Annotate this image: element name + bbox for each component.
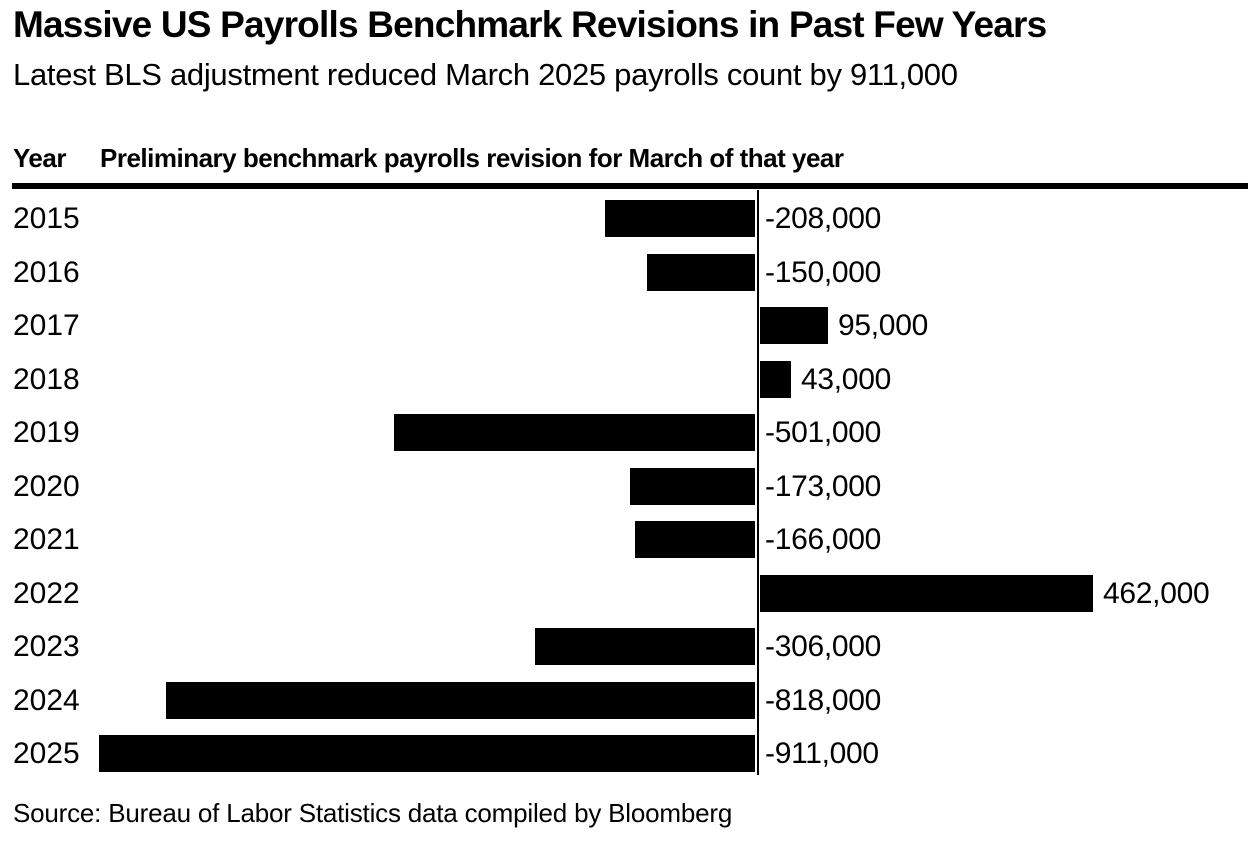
value-label: -306,000 <box>765 630 882 663</box>
page-title: Massive US Payrolls Benchmark Revisions … <box>13 4 1047 45</box>
value-label: 95,000 <box>838 309 928 342</box>
year-label: 2017 <box>13 309 80 342</box>
chart-row: 2021 -166,000 <box>0 521 1258 558</box>
year-label: 2019 <box>13 416 80 449</box>
header-divider-rule <box>12 183 1248 189</box>
bar <box>605 200 755 237</box>
value-label: 43,000 <box>801 363 891 396</box>
bar <box>630 468 755 505</box>
chart-row: 2019 -501,000 <box>0 414 1258 451</box>
bar <box>166 682 755 719</box>
chart-row: 2025 -911,000 <box>0 735 1258 772</box>
chart-row: 2016 -150,000 <box>0 254 1258 291</box>
bar <box>760 575 1093 612</box>
value-label: -911,000 <box>765 737 879 770</box>
chart-row: 2017 95,000 <box>0 307 1258 344</box>
year-label: 2022 <box>13 577 80 610</box>
value-label: 462,000 <box>1103 577 1210 610</box>
chart-row: 2023 -306,000 <box>0 628 1258 665</box>
bar <box>647 254 755 291</box>
source-attribution: Source: Bureau of Labor Statistics data … <box>13 798 733 828</box>
bar <box>535 628 755 665</box>
year-label: 2021 <box>13 523 80 556</box>
chart-row: 2022 462,000 <box>0 575 1258 612</box>
chart-row: 2018 43,000 <box>0 361 1258 398</box>
value-label: -818,000 <box>765 684 882 717</box>
chart-row: 2024 -818,000 <box>0 682 1258 719</box>
year-label: 2024 <box>13 684 80 717</box>
chart-row: 2020 -173,000 <box>0 468 1258 505</box>
bar <box>760 361 791 398</box>
value-label: -150,000 <box>765 256 882 289</box>
bar <box>635 521 755 558</box>
column-header-value: Preliminary benchmark payrolls revision … <box>100 143 844 173</box>
year-label: 2025 <box>13 737 80 770</box>
value-label: -208,000 <box>765 202 882 235</box>
page-subtitle: Latest BLS adjustment reduced March 2025… <box>13 57 958 92</box>
year-label: 2015 <box>13 202 80 235</box>
bar <box>99 735 755 772</box>
column-header-year: Year <box>13 143 66 173</box>
value-label: -166,000 <box>765 523 882 556</box>
chart-row: 2015 -208,000 <box>0 200 1258 237</box>
year-label: 2023 <box>13 630 80 663</box>
zero-axis-line <box>757 190 759 775</box>
year-label: 2016 <box>13 256 80 289</box>
bar <box>760 307 828 344</box>
year-label: 2020 <box>13 470 80 503</box>
value-label: -173,000 <box>765 470 882 503</box>
bar <box>394 414 755 451</box>
value-label: -501,000 <box>765 416 882 449</box>
year-label: 2018 <box>13 363 80 396</box>
